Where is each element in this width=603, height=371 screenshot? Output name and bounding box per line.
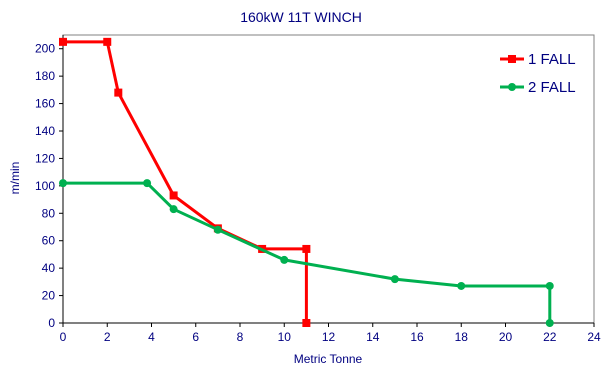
- x-tick-label: 8: [237, 330, 244, 344]
- y-tick-label: 160: [35, 97, 55, 111]
- y-tick-label: 100: [35, 179, 55, 193]
- x-tick-label: 24: [587, 330, 601, 344]
- y-axis-label: m/min: [8, 162, 22, 195]
- data-point: [457, 281, 466, 290]
- data-point: [545, 281, 554, 290]
- data-point: [390, 275, 399, 284]
- series-2: [59, 179, 554, 327]
- series-line: [63, 40, 308, 323]
- y-tick-label: 140: [35, 124, 55, 138]
- legend-item: 1 FALL: [500, 51, 576, 68]
- plot-area-border: [62, 34, 595, 324]
- x-tick-label: 12: [322, 330, 336, 344]
- data-point: [169, 205, 178, 214]
- x-tick-label: 22: [543, 330, 557, 344]
- data-point: [280, 255, 289, 264]
- x-tick-label: 16: [410, 330, 424, 344]
- x-tick-label: 0: [60, 330, 67, 344]
- data-point: [103, 37, 112, 46]
- y-tick-label: 200: [35, 42, 55, 56]
- x-tick-label: 2: [104, 330, 111, 344]
- y-tick-label: 40: [42, 261, 56, 275]
- series-layer: [59, 37, 554, 327]
- data-point: [143, 179, 152, 188]
- data-point: [169, 191, 178, 200]
- y-tick-label: 0: [48, 316, 55, 330]
- legend-item: 2 FALL: [500, 79, 576, 96]
- legend-label: 1 FALL: [528, 51, 576, 68]
- data-point: [302, 319, 311, 327]
- x-tick-label: 10: [278, 330, 292, 344]
- y-tick-label: 180: [35, 69, 55, 83]
- data-point: [302, 244, 311, 253]
- legend-marker: [508, 83, 516, 91]
- legend-marker: [508, 55, 516, 63]
- x-tick-label: 4: [148, 330, 155, 344]
- chart-title: 160kW 11T WINCH: [240, 9, 362, 25]
- x-tick-label: 18: [455, 330, 469, 344]
- legend: 1 FALL 2 FALL: [500, 51, 576, 96]
- x-tick-label: 6: [192, 330, 199, 344]
- x-axis-label: Metric Tonne: [294, 352, 363, 366]
- data-point: [59, 37, 67, 46]
- axes-layer: 0 2 4 6 8 10 12 14 16 18 20 22 240204060801001201401…: [35, 35, 601, 344]
- data-point: [59, 179, 67, 188]
- y-tick-label: 20: [42, 289, 56, 303]
- data-point: [213, 225, 222, 234]
- legend-label: 2 FALL: [528, 79, 576, 96]
- data-point: [114, 88, 123, 97]
- y-tick-label: 80: [42, 206, 56, 220]
- y-tick-label: 120: [35, 151, 55, 165]
- x-tick-label: 14: [366, 330, 380, 344]
- y-tick-label: 60: [42, 234, 56, 248]
- x-tick-label: 20: [499, 330, 513, 344]
- data-point: [545, 319, 554, 327]
